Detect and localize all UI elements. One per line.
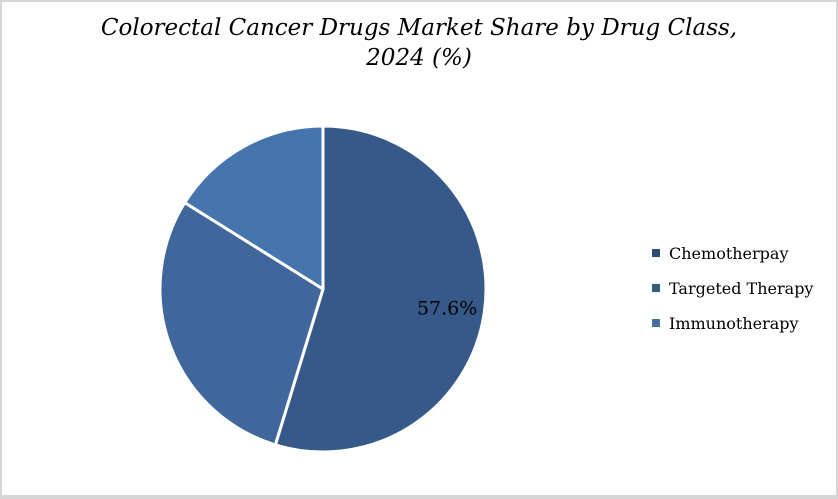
pie-slice-value-label: 57.6% bbox=[417, 298, 477, 320]
legend-item-immunotherapy: Immunotherapy bbox=[652, 313, 813, 333]
legend-marker-square-icon bbox=[652, 284, 660, 292]
legend-marker-square-icon bbox=[652, 249, 660, 257]
legend-label: Immunotherapy bbox=[669, 313, 799, 333]
legend-marker-square-icon bbox=[652, 319, 660, 327]
chart-title: Colorectal Cancer Drugs Market Share by … bbox=[0, 13, 838, 73]
chart-title-line1: Colorectal Cancer Drugs Market Share by … bbox=[100, 15, 738, 41]
legend-label: Chemotherpay bbox=[669, 243, 789, 263]
pie-slice-targeted-therapy bbox=[158, 201, 325, 447]
chart-title-line2: 2024 (%) bbox=[366, 45, 472, 71]
legend-item-chemotherapy: Chemotherpay bbox=[652, 243, 813, 263]
legend-label: Targeted Therapy bbox=[669, 278, 814, 298]
legend: Chemotherpay Targeted Therapy Immunother… bbox=[652, 243, 814, 333]
legend-item-targeted-therapy: Targeted Therapy bbox=[652, 278, 814, 298]
pie-slice-immunotherapy bbox=[183, 124, 325, 291]
pie-slice-chemotherpay bbox=[273, 124, 488, 454]
